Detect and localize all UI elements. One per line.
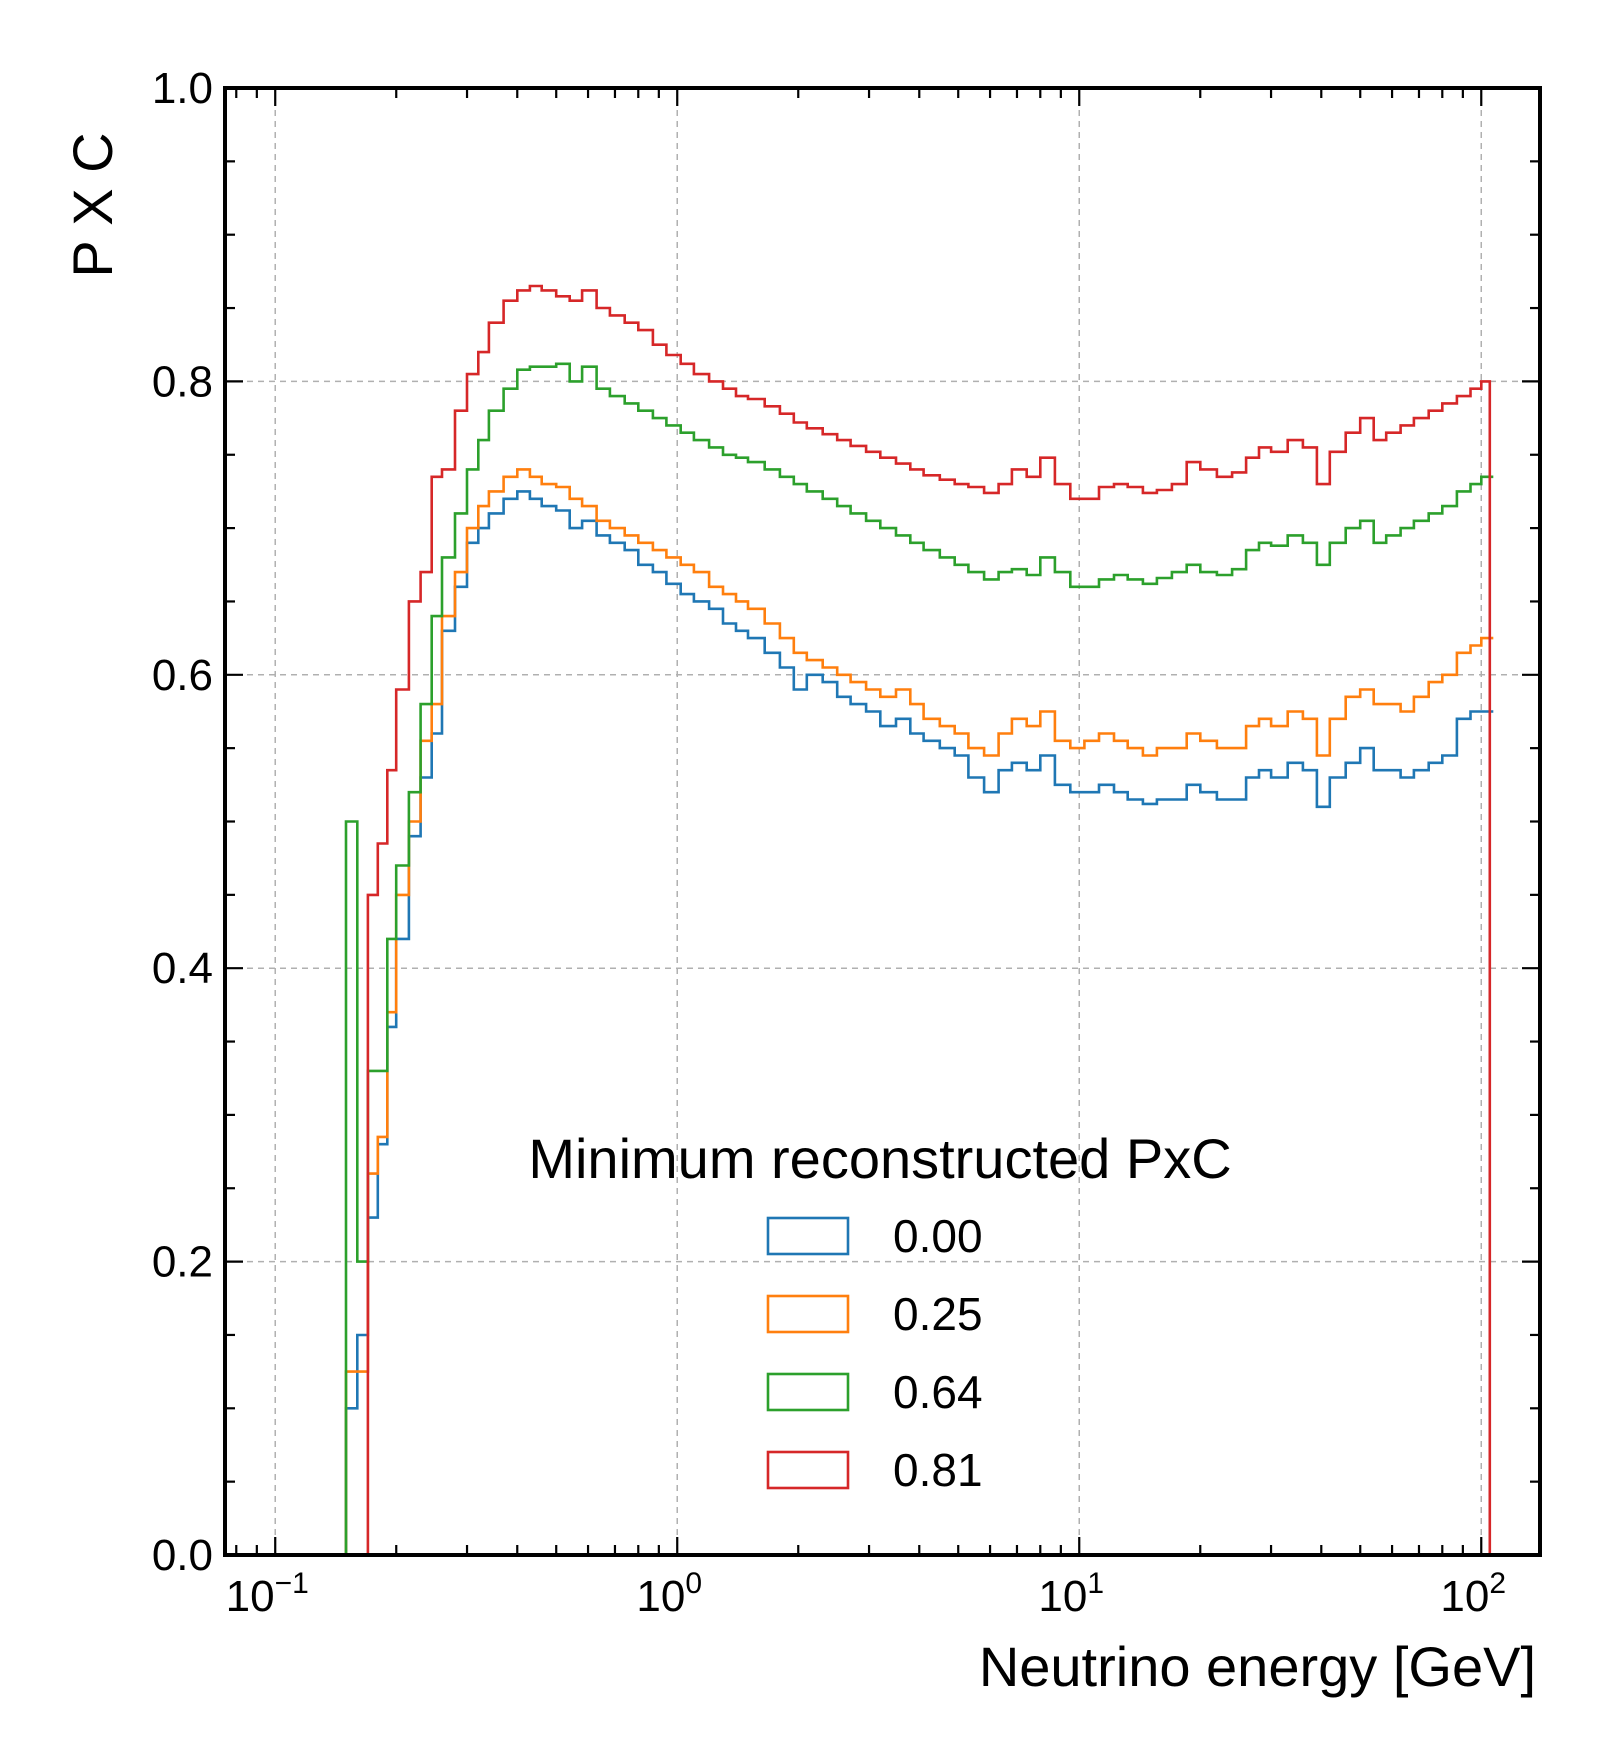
x-tick-label: 10−1 (226, 1567, 309, 1621)
legend-swatch (766, 1372, 850, 1412)
y-tick-label: 1.0 (152, 64, 213, 113)
legend-label: 0.81 (893, 1444, 983, 1496)
series-line (344, 490, 1494, 1555)
legend-title: Minimum reconstructed PxC (528, 1127, 1231, 1190)
x-tick-label: 101 (1038, 1567, 1104, 1621)
legend-label: 0.64 (893, 1366, 983, 1418)
y-tick-label: 0.6 (152, 651, 213, 700)
series-line (357, 284, 1502, 1557)
x-tick-label: 100 (636, 1567, 702, 1621)
series-line (344, 362, 1494, 1555)
y-tick-label: 0.4 (152, 944, 213, 993)
y-tick-label: 0.8 (152, 357, 213, 406)
series-layer (344, 284, 1502, 1557)
legend-label: 0.00 (893, 1210, 983, 1262)
y-tick-label: 0.0 (152, 1531, 213, 1580)
series-line (344, 468, 1494, 1555)
plot-frame (223, 86, 1542, 1557)
y-tick-label: 0.2 (152, 1238, 213, 1287)
x-tick-label: 102 (1440, 1567, 1506, 1621)
y-axis-title: P X C (61, 132, 124, 277)
legend-swatch (766, 1450, 850, 1490)
legend-swatch (766, 1294, 850, 1334)
tick-layer: 0.0 0.2 0.4 0.6 0.8 1.0 10−1 100 101 102 (152, 64, 1540, 1621)
legend-swatch (766, 1216, 850, 1256)
legend: Minimum reconstructed PxC 0.00 0.25 0.64 0.… (528, 1127, 1231, 1496)
legend-label: 0.25 (893, 1288, 983, 1340)
grid (225, 88, 1540, 1555)
x-axis-title: Neutrino energy [GeV] (979, 1635, 1536, 1698)
